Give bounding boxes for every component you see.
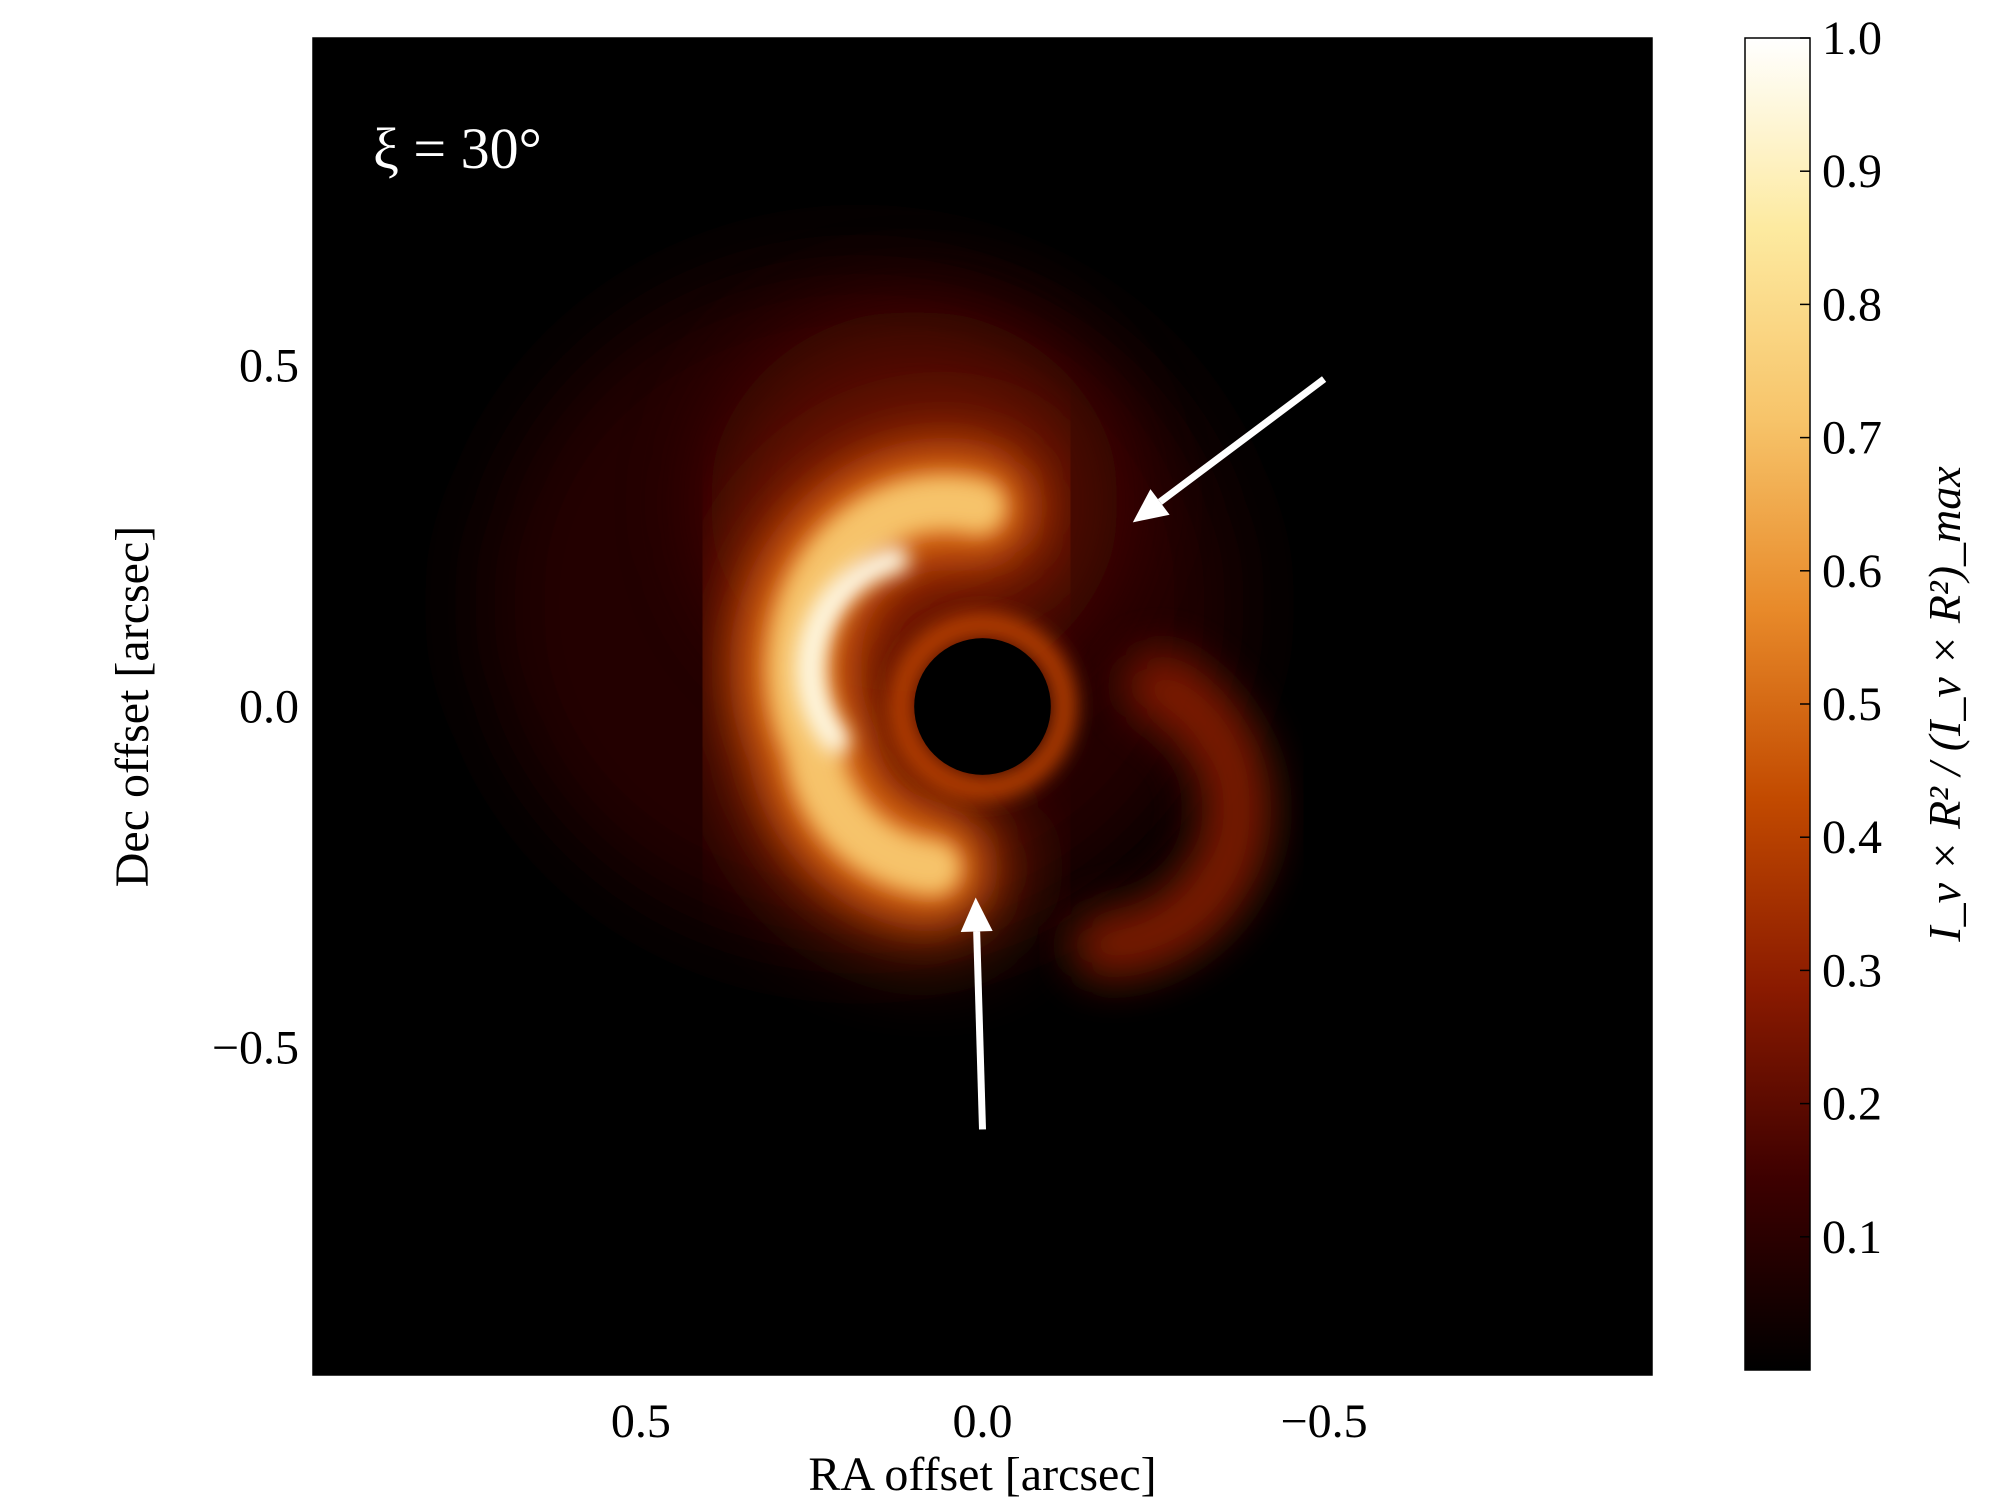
colorbar-tick-label: 1.0 bbox=[1822, 12, 1882, 65]
bright-arc-core bbox=[767, 475, 1006, 896]
x-axis: 0.5 0.0 −0.5 bbox=[611, 38, 1368, 1448]
colorbar-tick-label: 0.2 bbox=[1822, 1078, 1882, 1131]
arrow-head bbox=[960, 897, 993, 932]
colorbar-tick-label: 0.3 bbox=[1822, 944, 1882, 997]
intensity-image bbox=[483, 262, 1272, 980]
y-axis: 0.5 0.0 −0.5 bbox=[212, 339, 1652, 1075]
faint-arc bbox=[1071, 651, 1272, 980]
colorbar-label: I_ν × R² / (I_ν × R²)_max bbox=[1919, 466, 1970, 943]
colorbar-tick-label: 0.9 bbox=[1822, 145, 1882, 198]
x-tick-label: 0.5 bbox=[611, 1395, 671, 1448]
arrow-head bbox=[1132, 489, 1170, 523]
colorbar-tick-label: 0.7 bbox=[1822, 412, 1882, 465]
colorbar-tick-label: 0.1 bbox=[1822, 1211, 1882, 1264]
x-tick-label: 0.0 bbox=[953, 1395, 1013, 1448]
bright-arc-peak bbox=[796, 546, 910, 754]
arrows bbox=[960, 376, 1327, 1130]
colorbar-tick-label: 0.6 bbox=[1822, 545, 1882, 598]
angle-annotation: ξ = 30° bbox=[373, 116, 542, 181]
x-tick-label: −0.5 bbox=[1281, 1395, 1368, 1448]
y-tick-label: −0.5 bbox=[212, 1022, 299, 1075]
colorbar: 0.1 0.2 0.3 0.4 0.5 0.6 0.7 0.8 0.9 1.0 I_ν × R² … bbox=[1744, 12, 1970, 1371]
colorbar-tick-label: 0.4 bbox=[1822, 811, 1882, 864]
arrow-shaft bbox=[1157, 376, 1327, 505]
y-axis-label: Dec offset [arcsec] bbox=[106, 526, 159, 888]
x-axis-label: RA offset [arcsec] bbox=[808, 1448, 1156, 1500]
y-tick-label: 0.5 bbox=[239, 339, 299, 392]
central-mask bbox=[914, 638, 1051, 775]
y-tick-label: 0.0 bbox=[239, 681, 299, 734]
colorbar-gradient bbox=[1744, 37, 1811, 1371]
arrow-shaft bbox=[973, 931, 986, 1130]
colorbar-ticks: 0.1 0.2 0.3 0.4 0.5 0.6 0.7 0.8 0.9 1.0 bbox=[1800, 12, 1882, 1264]
inner-ring bbox=[888, 612, 1077, 801]
colorbar-tick-label: 0.5 bbox=[1822, 678, 1882, 731]
colorbar-tick-label: 0.8 bbox=[1822, 278, 1882, 331]
